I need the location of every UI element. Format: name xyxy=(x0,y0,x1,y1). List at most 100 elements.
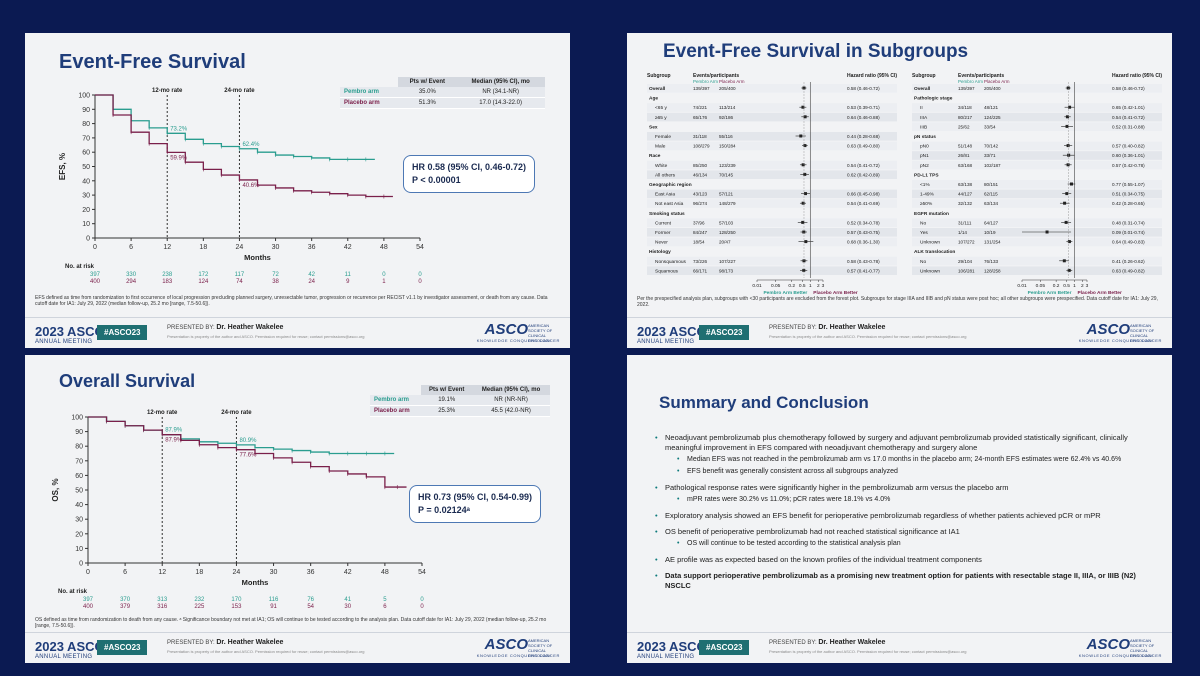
events-placebo: 57/103 xyxy=(719,220,733,225)
risk-placebo: 124 xyxy=(198,279,209,285)
hr-point xyxy=(1067,153,1071,157)
y-tick-label: 0 xyxy=(79,561,83,568)
x-tick-label: 3 xyxy=(1086,283,1089,289)
events-placebo: 148/279 xyxy=(719,201,736,206)
subgroup-label: Male xyxy=(655,144,666,150)
summary-bullets: Neoadjuvant pembrolizumab plus chemother… xyxy=(655,433,1155,597)
events-pembro: 106/281 xyxy=(958,268,975,273)
hr-value: 0.52 (0.31-0.88) xyxy=(1112,124,1145,129)
subgroup-label: IIIA xyxy=(920,115,928,121)
x-tick-label: 12 xyxy=(163,244,171,251)
events-pembro: 74/221 xyxy=(693,105,707,110)
hr-point xyxy=(801,105,805,109)
property-note: Presentation is property of the author a… xyxy=(167,649,365,654)
events-pembro: 66/171 xyxy=(693,268,707,273)
y-tick-label: 30 xyxy=(82,193,90,200)
slide-footer: 2023 ASCO ANNUAL MEETING #ASCO23 PRESENTE… xyxy=(627,632,1172,663)
x-tick-label: 36 xyxy=(307,569,315,576)
col-subgroup: Subgroup xyxy=(647,73,671,79)
cell: 45.5 (42.0-NR) xyxy=(472,405,550,417)
events-placebo: 131/254 xyxy=(984,240,1001,245)
col-pembro: Pembro Arm xyxy=(958,79,983,84)
row-bg xyxy=(647,199,897,208)
row-bg xyxy=(912,112,1162,122)
subgroup-label: No xyxy=(920,259,926,265)
rate-placebo-12: 59.9% xyxy=(170,155,188,161)
p-value: P < 0.00001 xyxy=(412,175,461,185)
y-tick-label: 20 xyxy=(75,531,83,538)
km-curve-pembro xyxy=(95,94,375,160)
events-placebo: 76/133 xyxy=(984,259,998,264)
hr-value: 0.42 (0.28-0.65) xyxy=(1112,201,1145,206)
pembro-better-label: Pembro Arm Better xyxy=(763,290,807,296)
subgroup-label: <65 y xyxy=(655,105,667,111)
rate-label-24: 24-mo rate xyxy=(221,410,252,416)
slide-footer: 2023 ASCO ANNUAL MEETING #ASCO23 PRESENTE… xyxy=(627,317,1172,348)
y-tick-label: 50 xyxy=(82,164,90,171)
presenter: PRESENTED BY: Dr. Heather Wakelee xyxy=(167,324,284,331)
events-placebo: 70/142 xyxy=(984,144,998,149)
y-tick-label: 0 xyxy=(86,236,90,243)
risk-placebo: 24 xyxy=(308,279,315,285)
row-bg xyxy=(647,170,897,179)
hr-point xyxy=(1070,182,1074,186)
asco-slogan: KNOWLEDGE CONQUERS CANCER xyxy=(476,653,560,658)
x-tick-label: 42 xyxy=(344,569,352,576)
col-median: Median (95% CI), mo xyxy=(472,385,550,395)
subgroup-label: Yes xyxy=(920,230,928,236)
x-tick-label: 12 xyxy=(158,569,166,576)
events-pembro: 31/118 xyxy=(693,134,707,139)
row-bg xyxy=(912,199,1162,208)
events-pembro: 29/104 xyxy=(958,259,972,264)
hr-value: 0.52 (0.34-0.78) xyxy=(847,220,880,225)
col-pembro: Pembro Arm xyxy=(693,79,718,84)
subgroup-label: 1-49% xyxy=(920,192,935,198)
subgroup-label: ≥65 y xyxy=(655,115,667,121)
row-bg xyxy=(647,141,897,151)
x-tick-label: 3 xyxy=(822,283,825,289)
cell: 51.3% xyxy=(398,97,457,109)
slide-summary: Summary and Conclusion Neoadjuvant pembr… xyxy=(627,355,1172,663)
risk-pembro: 170 xyxy=(231,597,242,603)
events-placebo: 92/186 xyxy=(719,115,733,120)
y-tick-label: 80 xyxy=(75,444,83,451)
subgroup-label: Age xyxy=(649,96,658,102)
hr-value: 0.60 (0.36-1.01) xyxy=(1112,153,1145,158)
cell: 17.0 (14.3-22.0) xyxy=(456,97,545,109)
risk-pembro: 5 xyxy=(383,597,387,603)
x-tick-label: 0 xyxy=(93,244,97,251)
hr-point xyxy=(803,172,807,176)
cell: 35.0% xyxy=(398,87,457,98)
row-bg xyxy=(912,151,1162,160)
row-bg xyxy=(912,237,1162,247)
hashtag-badge: #ASCO23 xyxy=(699,640,750,655)
events-placebo: 113/214 xyxy=(719,105,736,110)
col-hr: Hazard ratio (95% CI) xyxy=(847,73,897,79)
row-bg xyxy=(647,266,897,275)
hr-point xyxy=(1065,124,1069,128)
row-label: Pembro arm xyxy=(370,395,422,406)
row-bg xyxy=(647,189,897,199)
subgroup-label: Smoking status xyxy=(649,211,685,217)
slide-footer: 2023 ASCO ANNUAL MEETING #ASCO23 PRESENTE… xyxy=(25,632,570,663)
events-pembro: 84/247 xyxy=(693,230,707,235)
hr-value: 0.66 (0.45-0.98) xyxy=(847,192,880,197)
events-placebo: 48/121 xyxy=(984,105,998,110)
x-tick-label: 0.01 xyxy=(1017,283,1027,289)
x-tick-label: 30 xyxy=(272,244,280,251)
events-placebo: 150/284 xyxy=(719,144,736,149)
bullet-text: Pathological response rates were signifi… xyxy=(665,483,1009,492)
sub-bullet: mPR rates were 30.2% vs 11.0%; pCR rates… xyxy=(665,495,1155,505)
hashtag-badge: #ASCO23 xyxy=(97,325,148,340)
hr-point xyxy=(801,163,805,167)
x-tick-label: 0.2 xyxy=(788,283,795,289)
col-placebo: Placebo Arm xyxy=(984,79,1010,84)
x-tick-label: 0.5 xyxy=(799,283,806,289)
x-tick-label: 6 xyxy=(123,569,127,576)
subgroup-label: EGFR mutation xyxy=(914,211,949,217)
hr-value: 0.41 (0.26-0.62) xyxy=(1112,259,1145,264)
events-pembro: 51/148 xyxy=(958,144,972,149)
col-median: Median (95% CI), mo xyxy=(456,77,545,87)
col-events: Events/participants xyxy=(958,73,1004,79)
